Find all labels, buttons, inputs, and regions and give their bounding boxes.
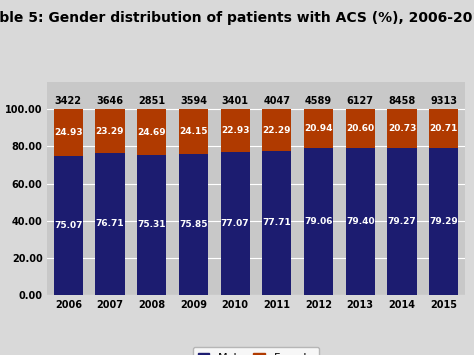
Bar <box>95 153 125 295</box>
Text: 79.27: 79.27 <box>388 217 416 226</box>
Text: 79.40: 79.40 <box>346 217 374 226</box>
Text: 79.29: 79.29 <box>429 217 458 226</box>
Text: 3422: 3422 <box>55 96 82 106</box>
Bar <box>179 154 208 295</box>
Bar <box>137 155 166 295</box>
Text: 20.73: 20.73 <box>388 124 416 133</box>
Text: 77.71: 77.71 <box>263 218 291 227</box>
Bar <box>220 152 250 295</box>
Text: 22.29: 22.29 <box>263 126 291 135</box>
Text: 24.69: 24.69 <box>137 128 166 137</box>
Text: 75.07: 75.07 <box>54 220 82 230</box>
Bar <box>346 109 375 148</box>
Text: 22.93: 22.93 <box>221 126 249 135</box>
Text: 76.71: 76.71 <box>96 219 124 228</box>
Text: 3594: 3594 <box>180 96 207 106</box>
Bar <box>95 109 125 153</box>
Bar <box>179 109 208 154</box>
Text: 3401: 3401 <box>222 96 248 106</box>
Text: 23.29: 23.29 <box>96 126 124 136</box>
Text: 4047: 4047 <box>264 96 290 106</box>
Bar <box>387 109 417 148</box>
Bar <box>304 109 333 148</box>
Text: 3646: 3646 <box>97 96 123 106</box>
Bar <box>54 109 83 155</box>
Text: 4589: 4589 <box>305 96 332 106</box>
Text: 75.85: 75.85 <box>179 220 208 229</box>
Bar <box>262 109 292 151</box>
Text: 24.93: 24.93 <box>54 128 82 137</box>
Bar <box>429 109 458 148</box>
Bar <box>346 148 375 295</box>
Bar <box>304 148 333 295</box>
Bar <box>387 148 417 295</box>
Text: 20.71: 20.71 <box>429 124 458 133</box>
Text: 20.60: 20.60 <box>346 124 374 133</box>
Bar <box>429 148 458 295</box>
Text: 79.06: 79.06 <box>304 217 333 226</box>
Text: 2851: 2851 <box>138 96 165 106</box>
Text: 75.31: 75.31 <box>137 220 166 229</box>
Bar <box>54 155 83 295</box>
Bar <box>220 109 250 152</box>
Text: Table 5: Gender distribution of patients with ACS (%), 2006-2015: Table 5: Gender distribution of patients… <box>0 11 474 24</box>
Text: 6127: 6127 <box>347 96 374 106</box>
Bar <box>137 109 166 155</box>
Text: 20.94: 20.94 <box>304 124 333 133</box>
Text: 8458: 8458 <box>388 96 416 106</box>
Text: 9313: 9313 <box>430 96 457 106</box>
Bar <box>262 151 292 295</box>
Text: 24.15: 24.15 <box>179 127 208 136</box>
Text: 77.07: 77.07 <box>221 219 249 228</box>
Legend: Male, Female: Male, Female <box>192 347 319 355</box>
